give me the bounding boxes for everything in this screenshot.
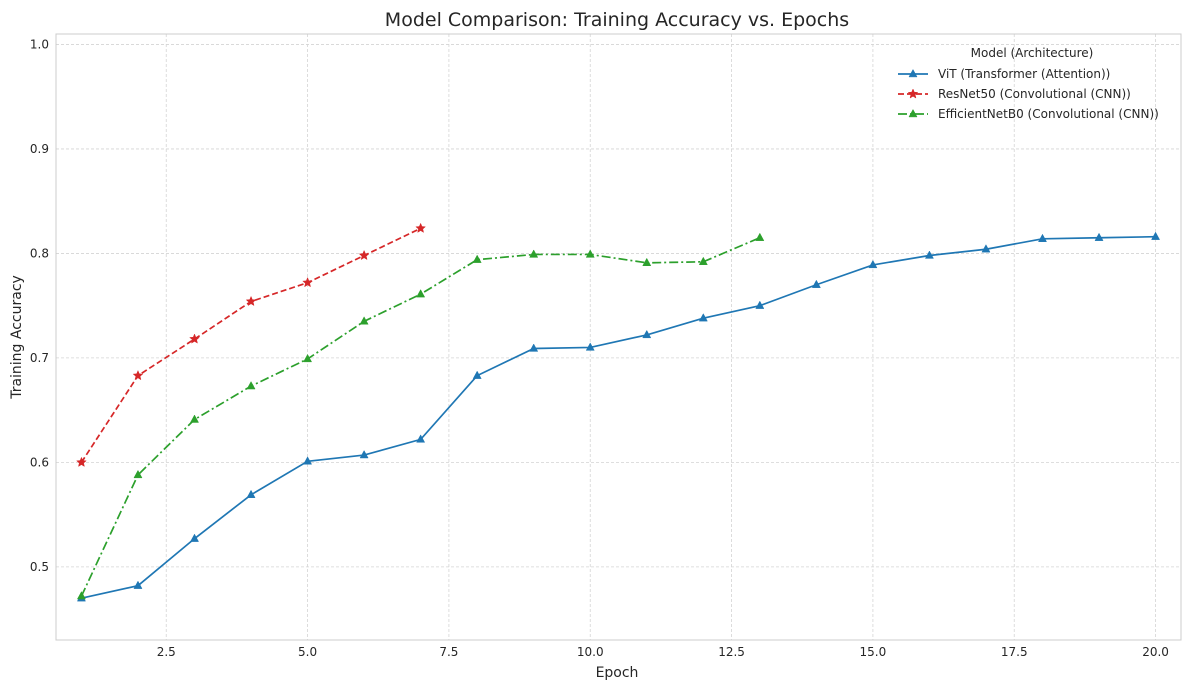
x-tick-label: 5.0 [298,645,317,659]
data-point [416,289,426,298]
series-lines [76,222,1161,602]
data-point [303,456,313,465]
legend-marker [907,88,919,99]
data-point [755,300,765,309]
data-point [133,580,143,589]
data-point [642,257,652,266]
data-point [924,250,934,259]
data-point [190,414,199,423]
data-point [529,249,539,258]
data-point [416,434,426,443]
x-tick-label: 12.5 [718,645,745,659]
x-tick-label: 20.0 [1142,645,1169,659]
data-point [585,249,595,258]
data-point [755,232,765,241]
data-point [245,295,257,307]
chart-title: Model Comparison: Training Accuracy vs. … [385,9,849,31]
y-tick-label: 1.0 [30,37,49,51]
legend-label: ResNet50 (Convolutional (CNN)) [938,87,1131,101]
x-tick-label: 15.0 [860,645,887,659]
y-tick-label: 0.9 [30,142,49,156]
legend-marker [908,108,918,118]
data-point [981,244,991,253]
series-line [80,227,422,463]
data-point [529,343,539,352]
data-point [868,259,878,269]
data-point [1094,232,1104,241]
legend-label: EfficientNetB0 (Convolutional (CNN)) [938,107,1159,121]
data-point [189,333,200,344]
x-tick-label: 2.5 [157,645,176,659]
x-tick-label: 17.5 [1001,645,1028,659]
data-point [472,370,482,379]
data-point [642,329,652,339]
legend-entry-resnet50-convolutional-cnn: ResNet50 (Convolutional (CNN)) [898,87,1131,101]
data-point [359,316,369,325]
plot-frame [55,33,1182,641]
data-point [302,277,313,288]
legend-title: Model (Architecture) [971,46,1094,60]
series-line [81,235,1156,600]
data-point [1151,231,1161,240]
series-efficientnetb0-convolutional-cnn [76,232,765,600]
data-point [246,381,256,390]
data-point [472,254,482,263]
data-point [303,353,313,363]
data-point [585,342,595,351]
legend-marker [908,68,918,78]
y-tick-label: 0.8 [30,246,49,260]
y-tick-label: 0.7 [30,351,49,365]
x-tick-label: 10.0 [577,645,604,659]
x-tick-label: 7.5 [439,645,458,659]
data-point [358,249,370,261]
data-point [698,256,708,265]
series-vit-transformer-attention [76,231,1161,602]
data-point [76,456,87,467]
data-point [698,313,708,322]
data-point [246,489,256,498]
series-resnet50-convolutional-cnn [76,222,427,467]
data-point [133,469,143,479]
legend: Model (Architecture) ViT (Transformer (A… [898,46,1159,121]
data-point [190,533,199,542]
tick-labels: 2.5 5.0 7.5 10.0 12.5 15.0 17.5 20.0 0.5 0.6 0.7 0.… [30,37,1169,659]
data-point [76,591,86,600]
data-point [359,450,369,459]
legend-entry-vit-transformer-attention: ViT (Transformer (Attention)) [898,67,1110,81]
legend-entry-efficientnetb0-convolutional-cnn: EfficientNetB0 (Convolutional (CNN)) [898,107,1159,121]
y-tick-label: 0.5 [30,560,49,574]
data-point [132,370,144,381]
x-axis-label: Epoch [596,665,639,681]
data-point [811,279,821,288]
legend-label: ViT (Transformer (Attention)) [938,67,1110,81]
y-tick-label: 0.6 [30,455,49,469]
data-point [415,222,427,233]
grid [56,34,1181,640]
data-point [1038,233,1047,242]
y-axis-label: Training Accuracy [9,275,25,400]
